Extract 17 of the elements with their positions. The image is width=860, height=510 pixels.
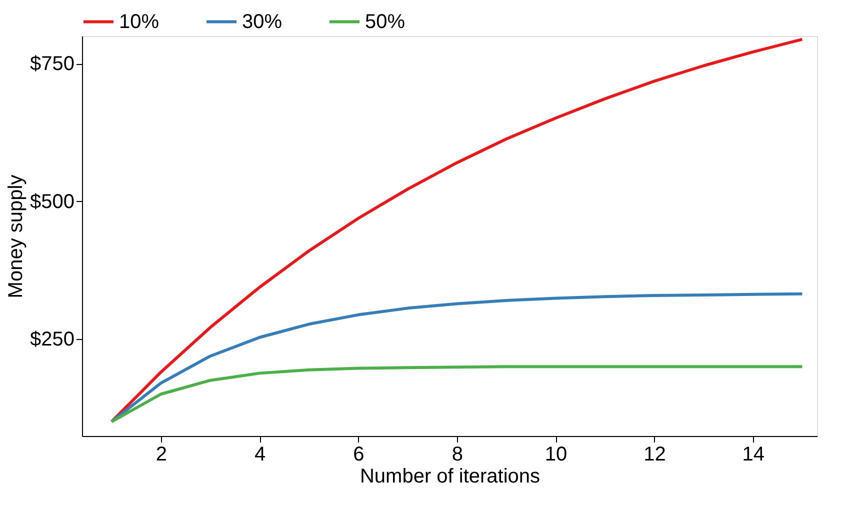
x-tick-label: 8 [452,444,463,466]
y-axis-title: Money supply [5,174,28,298]
x-tick-label: 2 [156,444,167,466]
x-tick-label: 10 [544,444,568,466]
x-tick-label: 6 [353,444,364,466]
x-tick-label: 14 [742,444,764,466]
x-tick-label: 4 [254,444,266,466]
y-tick-label: $750 [30,53,74,76]
x-axis-title: Number of iterations [360,466,540,488]
line-series [110,365,804,424]
y-tick-label: $500 [30,190,74,213]
line-series [110,38,804,424]
y-tick-label: $250 [30,328,74,351]
legend-label: 50% [365,10,406,33]
x-tick-label: 12 [644,444,666,466]
legend-label: 10% [119,10,160,33]
legend-label: 30% [242,10,282,33]
